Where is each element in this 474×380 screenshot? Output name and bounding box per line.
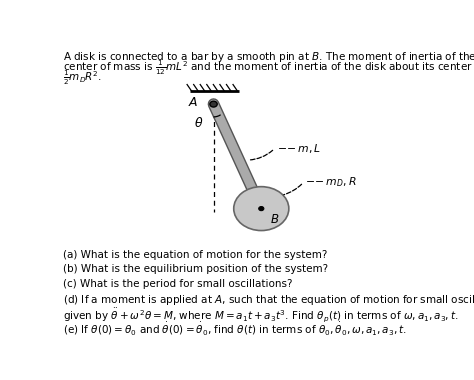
Text: $B$: $B$ [271, 213, 280, 226]
Text: $-\!-m, L$: $-\!-m, L$ [276, 142, 321, 155]
Circle shape [234, 187, 289, 231]
Text: (c) What is the period for small oscillations?: (c) What is the period for small oscilla… [63, 279, 292, 288]
Text: $-\!-m_D, R$: $-\!-m_D, R$ [305, 175, 357, 189]
Circle shape [210, 101, 217, 107]
Text: A disk is connected to a bar by a smooth pin at $B$. The moment of inertia of th: A disk is connected to a bar by a smooth… [63, 50, 474, 64]
Text: $\theta$: $\theta$ [194, 116, 203, 130]
Text: (b) What is the equilibrium position of the system?: (b) What is the equilibrium position of … [63, 264, 328, 274]
Text: (a) What is the equation of motion for the system?: (a) What is the equation of motion for t… [63, 250, 328, 260]
Circle shape [259, 207, 264, 211]
Text: $\frac{1}{2}m_D R^2$.: $\frac{1}{2}m_D R^2$. [63, 68, 102, 87]
Text: center of mass is $\frac{1}{12}mL^2$ and the moment of inertia of the disk about: center of mass is $\frac{1}{12}mL^2$ and… [63, 59, 474, 77]
Text: (d) If a moment is applied at $A$, such that the equation of motion for small os: (d) If a moment is applied at $A$, such … [63, 293, 474, 307]
Text: $A$: $A$ [189, 96, 199, 109]
Text: given by $\ddot{\theta} + \omega^2\theta = M$, where $M = a_1 t + a_3 t^3$. Find: given by $\ddot{\theta} + \omega^2\theta… [63, 307, 458, 324]
Text: (e) If $\theta(0) = \theta_0$ and $\dot{\theta}(0) = \dot{\theta}_0$, find $\the: (e) If $\theta(0) = \theta_0$ and $\dot{… [63, 321, 407, 337]
